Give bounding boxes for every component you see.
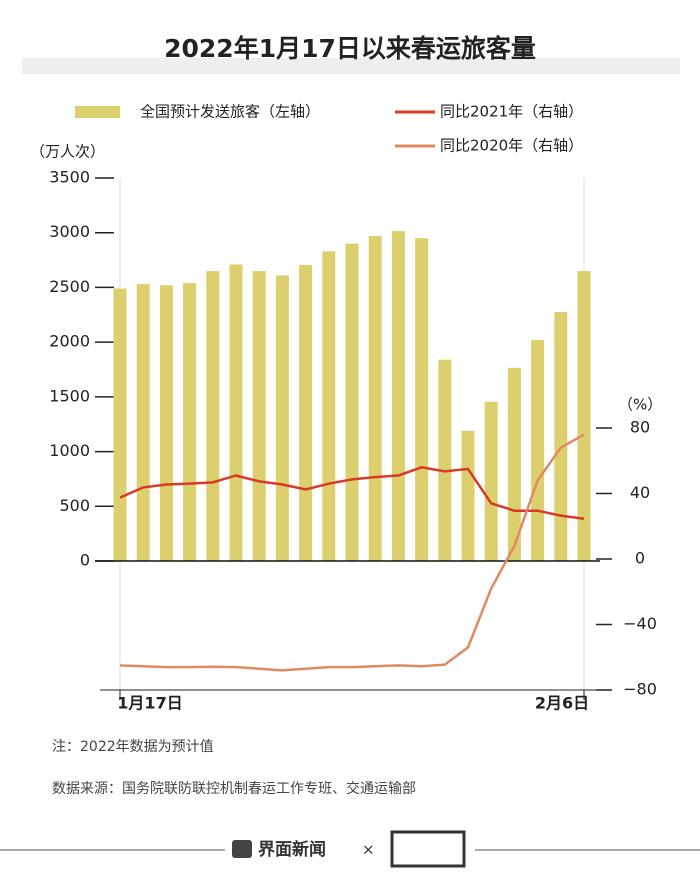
line <box>119 433 585 672</box>
bar <box>159 285 173 561</box>
y-tick-label: 1500 <box>49 386 90 405</box>
bar <box>531 339 545 561</box>
bar <box>438 359 452 561</box>
y2-tick-label: 40 <box>630 483 650 502</box>
y-axis-label: （万人次） <box>30 143 105 161</box>
bar <box>136 284 150 561</box>
bar <box>484 401 498 561</box>
bar <box>461 430 475 561</box>
y-tick-label: 0 <box>80 551 90 570</box>
line <box>119 466 585 520</box>
bar <box>345 243 359 561</box>
bar <box>206 271 220 561</box>
y-tick-label: 2000 <box>49 332 90 351</box>
y-tick-label: 500 <box>59 496 90 515</box>
x-tick-label: 2月6日 <box>535 694 589 713</box>
bar <box>183 283 197 561</box>
brand-icon <box>232 840 252 858</box>
y2-tick-label: 0 <box>635 549 645 568</box>
y2-axis-label: （%） <box>618 396 662 414</box>
x-tick-label: 1月17日 <box>117 694 182 713</box>
separator: × <box>362 841 375 859</box>
bar <box>252 271 266 561</box>
y2-tick-label: −40 <box>623 614 657 633</box>
bar <box>391 231 405 561</box>
legend-label: 同比2021年（右轴） <box>440 103 583 121</box>
bar <box>368 235 382 562</box>
bar <box>507 367 521 561</box>
y-tick-label: 3500 <box>49 168 90 187</box>
y2-tick-label: −80 <box>623 680 657 699</box>
chart-title: 2022年1月17日以来春运旅客量 <box>164 34 536 63</box>
bar <box>322 251 336 561</box>
y2-tick-label: 80 <box>630 418 650 437</box>
legend-label: 同比2020年（右轴） <box>440 137 583 155</box>
bar <box>554 312 568 561</box>
bar <box>275 275 289 561</box>
bar <box>229 264 243 561</box>
bar <box>299 264 313 561</box>
bar <box>577 271 591 561</box>
y-tick-label: 2500 <box>49 277 90 296</box>
legend-label: 全国预计发送旅客（左轴） <box>140 103 320 121</box>
bar <box>113 288 127 561</box>
y-tick-label: 1000 <box>49 441 90 460</box>
brand: 界面新闻 <box>258 839 326 860</box>
title-band <box>22 58 680 74</box>
y-tick-label: 3000 <box>49 222 90 241</box>
bar <box>415 238 429 561</box>
note: 注：2022年数据为预计值 <box>52 739 214 755</box>
source: 数据来源：国务院联防联控机制春运工作专班、交通运输部 <box>52 780 416 797</box>
legend-swatch <box>75 106 120 118</box>
partner-logo <box>390 830 466 868</box>
